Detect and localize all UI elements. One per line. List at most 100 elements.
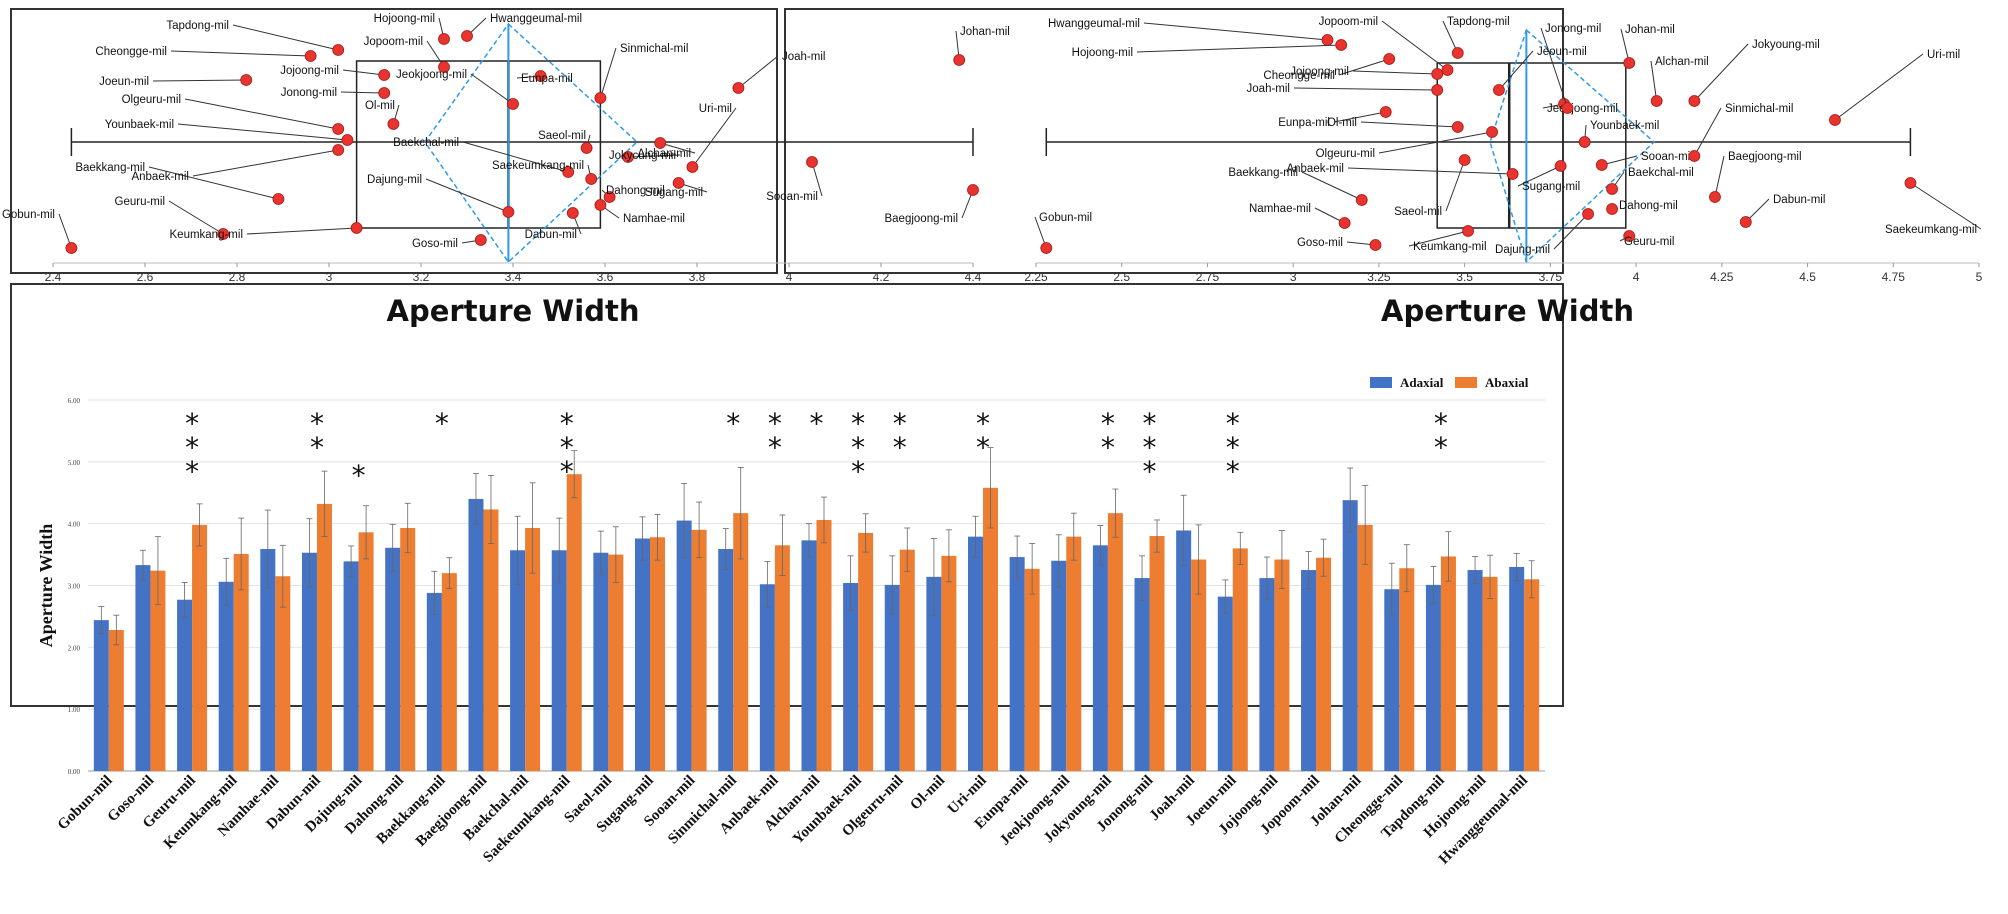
significance-star: *	[1101, 431, 1115, 464]
data-point-Saekeumkang-mil: Saekeumkang-mil	[492, 160, 598, 185]
bar-abaxial	[316, 503, 332, 771]
data-point-Dabun-mil: Dabun-mil	[1739, 194, 1825, 228]
data-point-Dajung-mil: Dajung-mil	[1495, 208, 1594, 256]
data-point-Jokyoung-mil: Jokyoung-mil	[1688, 39, 1820, 107]
point-marker	[378, 87, 391, 99]
bar-adaxial	[1425, 584, 1441, 771]
bar-abaxial	[1024, 568, 1040, 771]
data-point-Saekeumkang-mil: Saekeumkang-mil	[1885, 177, 1982, 236]
bar-abaxial	[400, 527, 416, 771]
point-marker	[1578, 136, 1591, 148]
point-marker	[1335, 39, 1348, 51]
point-marker	[1486, 126, 1498, 138]
point-marker	[1595, 159, 1608, 171]
point-marker	[1383, 53, 1396, 65]
leader-line	[152, 79, 247, 82]
significance-star: *	[1434, 407, 1448, 440]
bar-adaxial	[718, 549, 734, 771]
leader-line	[1293, 87, 1438, 91]
data-point-Dahong-mil: Dahong-mil	[601, 185, 665, 203]
point-marker	[378, 69, 391, 81]
point-marker	[1606, 183, 1618, 195]
x-tick-label: 3	[1290, 270, 1297, 284]
point-marker	[806, 156, 818, 168]
leader-line	[1381, 20, 1448, 71]
leader-line	[342, 69, 385, 76]
point-marker	[686, 161, 699, 173]
data-point-Baegjoong-mil: Baegjoong-mil	[884, 184, 979, 225]
x-tick-label: 2.6	[137, 270, 154, 284]
bar-abaxial	[1066, 536, 1082, 771]
point-label: Saekeumkang-mil	[492, 160, 584, 172]
bar-abaxial	[1399, 568, 1415, 771]
significance-star: *	[560, 407, 574, 440]
bar-abaxial	[566, 474, 582, 771]
bar-abaxial	[1232, 548, 1248, 771]
leader-line	[1650, 60, 1658, 102]
bar-abaxial	[192, 524, 208, 771]
data-point-Tapdong-mil: Tapdong-mil	[166, 20, 345, 56]
data-point-Namhae-mil: Namhae-mil	[1249, 203, 1351, 229]
point-label: Johan-mil	[960, 26, 1010, 38]
point-marker	[474, 234, 487, 246]
point-label: Saeol-mil	[538, 130, 586, 142]
point-label: Baegjoong-mil	[1728, 151, 1802, 163]
point-label: Jonong-mil	[281, 87, 337, 99]
x-tick-label: 5	[1976, 270, 1983, 284]
point-label: Uri-mil	[699, 103, 732, 115]
significance-star: *	[893, 431, 907, 464]
point-label: Sugang-mil	[1522, 181, 1580, 193]
bar-adaxial	[426, 592, 442, 771]
point-label: Dajung-mil	[1495, 244, 1550, 256]
point-marker	[585, 173, 598, 185]
data-point-Jojoong-mil: Jojoong-mil	[280, 65, 391, 81]
point-label: Jojoong-mil	[1290, 66, 1349, 78]
bar-abaxial	[1191, 559, 1207, 771]
data-point-Dabun-mil: Dabun-mil	[525, 207, 582, 241]
bar-adaxial	[843, 583, 859, 771]
data-point-Geuru-mil: Geuru-mil	[115, 196, 230, 240]
bar-abaxial	[983, 487, 999, 771]
bar-adaxial	[1051, 560, 1067, 771]
y-tick-label: 5.00	[68, 459, 81, 467]
bar-adaxial	[510, 550, 526, 771]
x-tick-label: 4.4	[965, 270, 982, 284]
point-label: Goso-mil	[1297, 237, 1343, 249]
point-marker	[1379, 106, 1392, 118]
point-label: Cheongge-mil	[1263, 70, 1335, 82]
data-point-Sinmichal-mil: Sinmichal-mil	[1688, 103, 1793, 162]
data-point-Namhae-mil: Namhae-mil	[594, 199, 685, 225]
significance-star: *	[435, 407, 449, 440]
point-marker	[1561, 102, 1574, 114]
point-marker	[967, 184, 979, 196]
significance-star: *	[768, 407, 782, 440]
bar-adaxial	[634, 538, 650, 771]
data-point-Gobun-mil: Gobun-mil	[1034, 212, 1092, 254]
bar-abaxial	[1482, 576, 1498, 771]
point-label: Sugang-mil	[645, 187, 703, 199]
leader-line	[1360, 121, 1458, 128]
significance-star: *	[185, 431, 199, 464]
bar-adaxial	[135, 565, 151, 771]
bar-abaxial	[1524, 579, 1540, 771]
point-label: Jopoom-mil	[1319, 16, 1378, 28]
point-marker	[350, 222, 363, 234]
data-point-Jeokjoong-mil: Jeokjoong-mil	[396, 69, 519, 110]
point-marker	[304, 50, 317, 62]
bar-abaxial	[108, 630, 124, 771]
bar-adaxial	[1009, 557, 1025, 771]
data-point-Baekkang-mil: Baekkang-mil	[1228, 167, 1368, 206]
category-label: Gobun-mil	[55, 773, 116, 834]
significance-star: *	[310, 407, 324, 440]
point-marker	[1506, 168, 1519, 180]
point-marker	[1338, 217, 1351, 229]
bar-abaxial	[1274, 559, 1290, 771]
significance-star: *	[810, 407, 824, 440]
data-point-Ol-mil: Ol-mil	[1327, 117, 1464, 133]
data-point-Jonong-mil: Jonong-mil	[281, 87, 391, 99]
point-label: Keumkang-mil	[170, 229, 244, 241]
iqr-box	[1436, 62, 1627, 229]
point-label: Jokyoung-mil	[1752, 39, 1820, 51]
data-point-Hwanggeumal-mil: Hwanggeumal-mil	[1048, 18, 1334, 46]
point-label: Dabun-mil	[525, 229, 577, 241]
